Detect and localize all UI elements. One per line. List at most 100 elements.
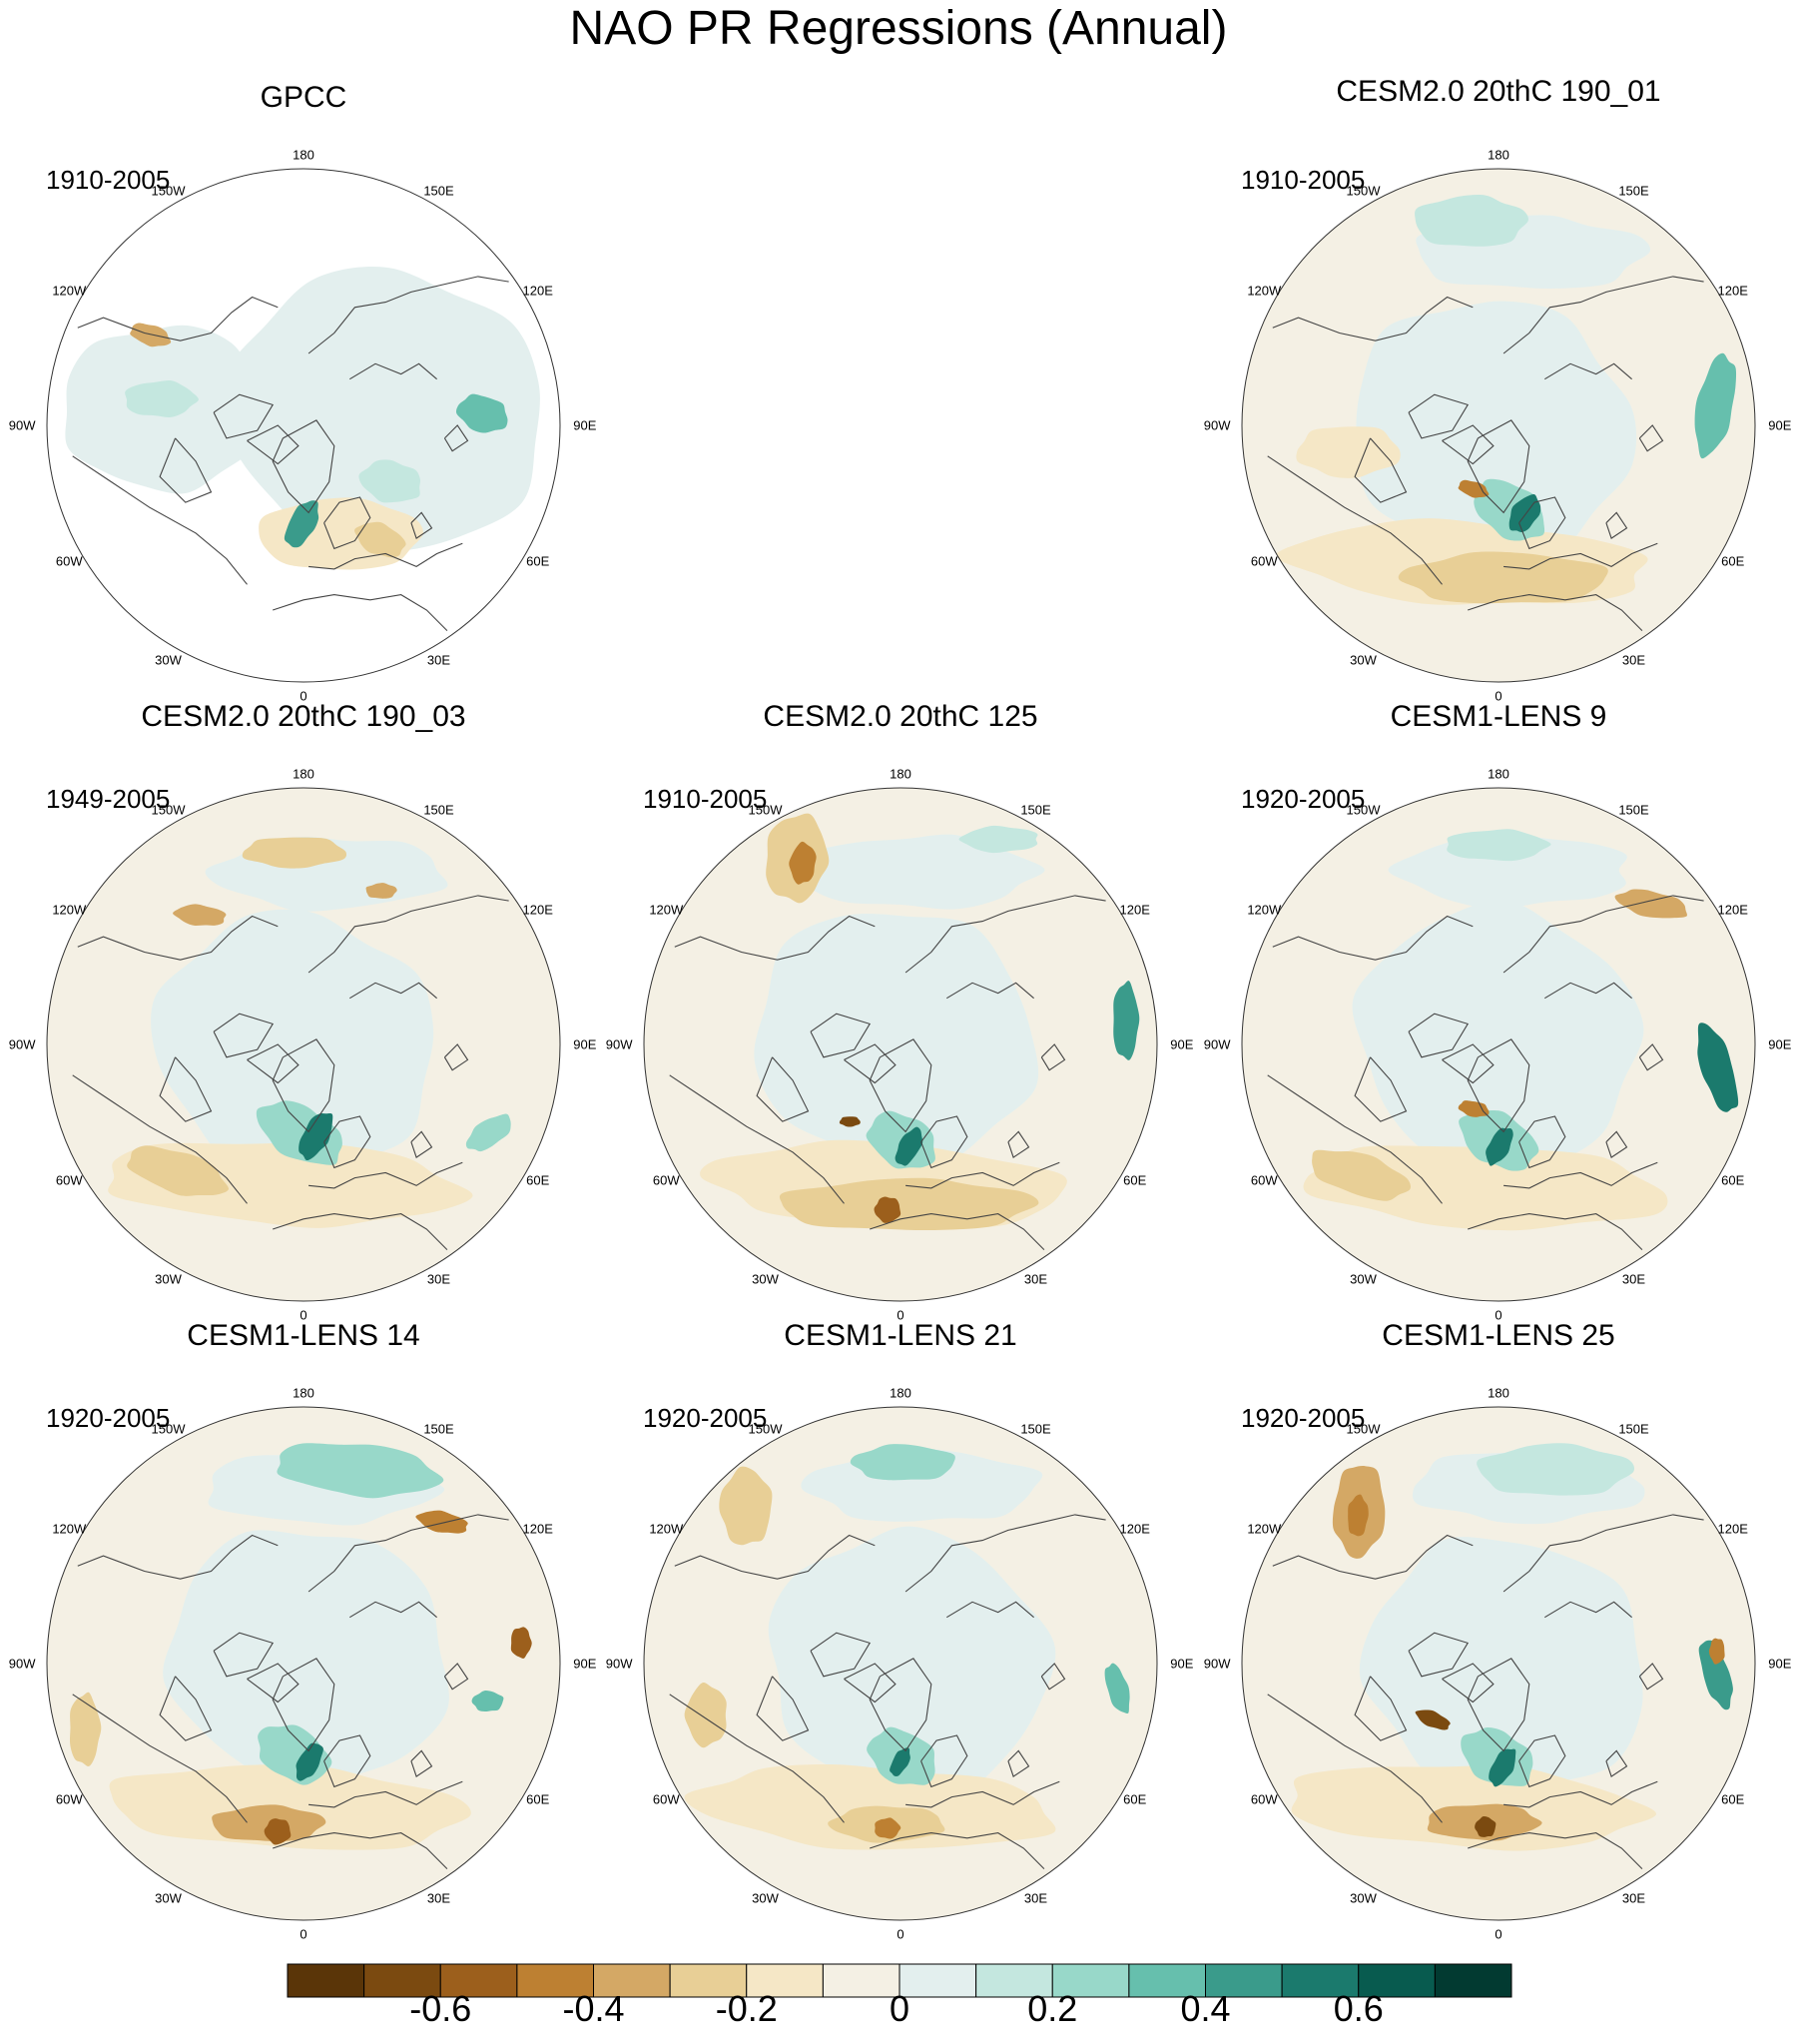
coastline [756, 1676, 810, 1741]
longitude-label: 60E [1123, 1791, 1147, 1806]
regression-contour [471, 1691, 504, 1712]
regression-contour [284, 500, 319, 548]
longitude-label: 0 [897, 1307, 904, 1323]
regression-contour [415, 1510, 468, 1534]
coastline [1267, 455, 1443, 585]
longitude-label: 120W [1247, 1521, 1282, 1536]
regression-contour [1486, 1127, 1513, 1166]
coastline [307, 1514, 509, 1593]
regression-contour [299, 1113, 333, 1161]
longitude-label: 120E [522, 1521, 553, 1536]
colorbar-swatch [1051, 1963, 1130, 1998]
regression-contour [958, 825, 1038, 854]
longitude-label: 120E [1119, 1521, 1150, 1536]
coastline [443, 424, 469, 452]
coastline [323, 496, 371, 550]
map-panel [1241, 787, 1756, 1302]
longitude-label: 30W [1350, 652, 1377, 668]
coastline [323, 1115, 371, 1169]
longitude-label: 30E [426, 1271, 451, 1287]
panel-title: CESM2.0 20thC 190_03 [141, 700, 466, 733]
colorbar-tick-label: 0.2 [1027, 1988, 1078, 2029]
regression-contour [890, 1747, 910, 1776]
map-fill [1242, 169, 1755, 682]
coastline [323, 1734, 371, 1788]
regression-contour [1461, 1726, 1533, 1786]
panel-title: CESM2.0 20thC 125 [763, 700, 1038, 733]
map-panel [1241, 168, 1756, 683]
regression-contour [465, 1113, 511, 1152]
longitude-label: 180 [890, 766, 911, 782]
panel-title: CESM1-LENS 14 [187, 1319, 420, 1352]
regression-contour [1296, 426, 1401, 478]
longitude-label: 60E [1721, 1791, 1745, 1806]
coastline [674, 915, 876, 961]
coastline [272, 1038, 335, 1133]
longitude-label: 90E [1170, 1656, 1194, 1672]
longitude-label: 60W [55, 553, 83, 568]
regression-contour [510, 1627, 532, 1659]
longitude-label: 150W [1346, 183, 1381, 199]
regression-contour [125, 379, 199, 417]
longitude-label: 150W [151, 802, 186, 818]
coastline [273, 594, 448, 631]
coastline [1468, 1832, 1643, 1869]
coastline [1605, 511, 1628, 539]
period-label: 1949-2005 [46, 784, 171, 814]
colorbar-swatch [593, 1963, 671, 1998]
longitude-label: 30W [155, 652, 182, 668]
coastline [1040, 1663, 1066, 1691]
longitude-label: 180 [1488, 1385, 1509, 1401]
coastline [1442, 424, 1495, 465]
longitude-label: 120E [1717, 1521, 1748, 1536]
regression-contour [455, 393, 508, 433]
coastline [72, 1694, 248, 1823]
coastline [272, 419, 335, 514]
longitude-label: 120W [649, 902, 684, 917]
regression-contour [1348, 1494, 1369, 1537]
regression-contour [354, 521, 406, 558]
panel-title: GPCC [260, 81, 347, 114]
coastline [247, 424, 300, 465]
regression-contour [1697, 1022, 1739, 1112]
regression-contour [789, 841, 817, 885]
colorbar-swatch [287, 1963, 365, 1998]
coastline [1267, 1074, 1443, 1204]
longitude-label: 60E [1123, 1172, 1147, 1187]
longitude-label: 60W [652, 1172, 680, 1187]
longitude-label: 60E [1721, 1172, 1745, 1187]
coastline [247, 1043, 300, 1084]
coastline [77, 296, 279, 341]
longitude-label: 120E [1717, 283, 1748, 298]
map-fill [644, 1407, 1157, 1920]
coastline [308, 1161, 463, 1189]
longitude-label: 60E [526, 1791, 550, 1806]
coastline [247, 1663, 300, 1703]
coastline [1638, 1043, 1664, 1071]
map-fill [644, 788, 1157, 1301]
coastline [810, 1013, 872, 1058]
period-label: 1910-2005 [643, 784, 768, 814]
longitude-label: 150W [748, 802, 783, 818]
regression-contour [130, 323, 172, 347]
longitude-label: 90E [1768, 1036, 1792, 1052]
coastline [1408, 1013, 1470, 1058]
longitude-label: 120E [522, 283, 553, 298]
longitude-label: 30E [1023, 1271, 1048, 1287]
colorbar [287, 1963, 1512, 1998]
longitude-label: 150E [1618, 183, 1649, 199]
coastline [869, 1038, 932, 1133]
map-fill [1242, 788, 1755, 1301]
coastline [1467, 1658, 1530, 1752]
coastline [1638, 1663, 1664, 1691]
longitude-label: 30W [752, 1890, 779, 1906]
regression-contour [850, 1444, 955, 1481]
coastline [1518, 1734, 1566, 1788]
panel-title: CESM1-LENS 21 [784, 1319, 1017, 1352]
coastline [869, 1658, 932, 1752]
coastline [1544, 362, 1632, 380]
longitude-label: 150E [1020, 802, 1051, 818]
longitude-label: 60W [1250, 1791, 1278, 1806]
colorbar-swatch [516, 1963, 595, 1998]
regression-contour [1398, 551, 1608, 604]
